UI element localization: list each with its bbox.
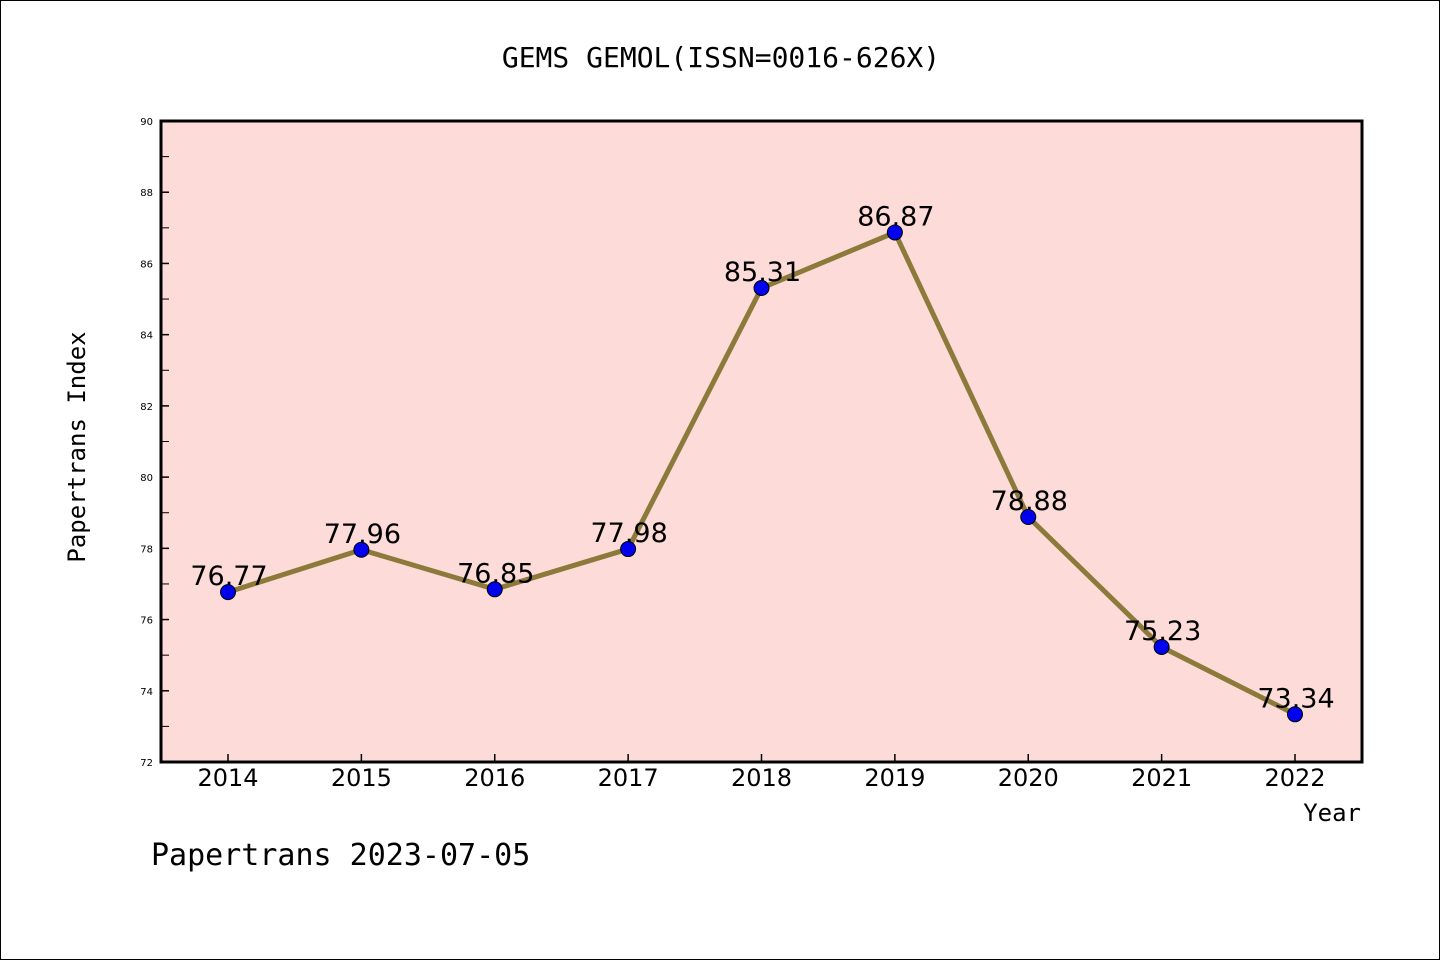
x-tick-label: 2018 <box>731 764 792 792</box>
plot-area <box>159 119 1364 764</box>
data-label-2014: 76.77 <box>190 561 267 592</box>
data-point-2016 <box>486 581 503 598</box>
data-label-2016: 76.85 <box>457 558 534 589</box>
footer-text: Papertrans 2023-07-05 <box>151 838 530 873</box>
data-point-2015 <box>353 541 370 558</box>
x-tick-label: 2020 <box>998 764 1059 792</box>
data-points <box>220 224 1303 723</box>
data-label-2019: 86.87 <box>857 201 934 232</box>
data-label-2022: 73.34 <box>1257 683 1334 714</box>
y-tick-label: 90 <box>140 117 153 128</box>
y-tick-label: 84 <box>140 331 153 342</box>
x-tick-label: 2015 <box>331 764 392 792</box>
x-tick-label: 2021 <box>1131 764 1192 792</box>
x-tick-label: 2016 <box>464 764 525 792</box>
data-point-2014 <box>220 584 236 601</box>
y-tick-label: 88 <box>140 188 153 199</box>
x-tick-label: 2019 <box>864 764 925 792</box>
data-point-2020 <box>1020 508 1037 525</box>
x-axis-label: Year <box>1303 799 1361 827</box>
data-point-2021 <box>1153 638 1170 655</box>
data-label-2020: 78.88 <box>991 486 1068 517</box>
data-label-2015: 77.96 <box>324 519 401 550</box>
y-tick-label: 76 <box>140 616 153 627</box>
y-tick-label: 72 <box>140 758 153 769</box>
data-labels: 76.77 77.96 76.85 77.98 85.31 86.87 78.88 75.23… <box>190 201 1334 714</box>
y-tick-label: 80 <box>140 473 153 484</box>
data-point-2018 <box>753 280 770 297</box>
data-label-2021: 75.23 <box>1124 616 1201 647</box>
data-point-2019 <box>886 224 903 241</box>
data-point-2017 <box>620 541 637 558</box>
x-tick-label: 2022 <box>1264 764 1325 792</box>
data-label-2017: 77.98 <box>590 518 667 549</box>
x-tick-label: 2017 <box>598 764 659 792</box>
data-label-2018: 85.31 <box>724 257 801 288</box>
x-axis: 2014 2015 2016 2017 2018 2019 2020 2021 2022 <box>197 754 1326 792</box>
y-tick-label: 82 <box>140 402 153 413</box>
y-tick-label: 86 <box>140 259 153 270</box>
x-tick-label: 2014 <box>197 764 258 792</box>
chart-title: GEMS GEMOL(ISSN=0016-626X) <box>502 41 940 74</box>
y-axis-label: Papertrans Index <box>63 331 91 562</box>
data-point-2022 <box>1287 706 1303 723</box>
y-axis: 72 74 76 78 80 82 84 86 88 90 <box>140 117 169 769</box>
y-tick-label: 74 <box>140 687 153 698</box>
y-tick-label: 78 <box>140 544 153 555</box>
